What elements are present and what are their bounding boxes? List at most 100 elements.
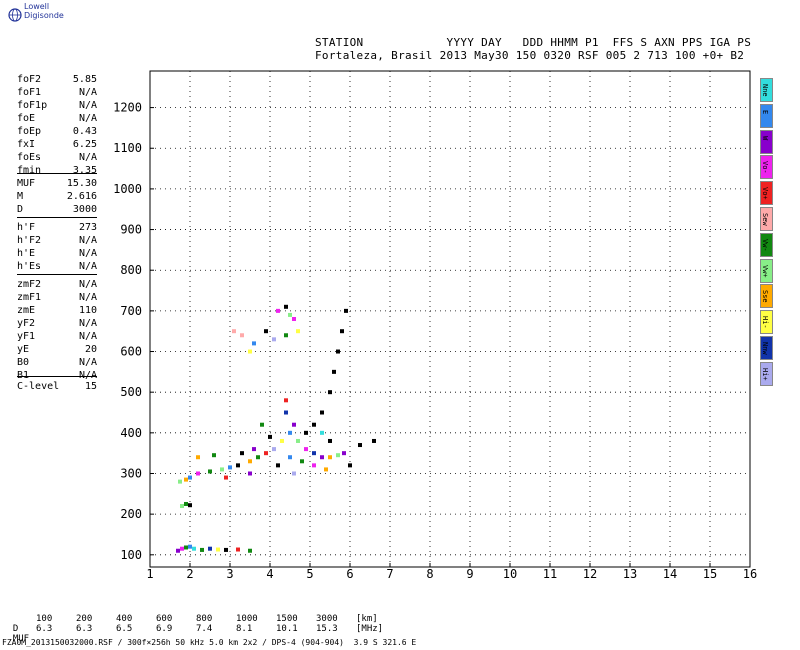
param-key: zmE: [17, 305, 36, 316]
scatter-point: [320, 430, 324, 435]
scatter-point: [312, 422, 316, 427]
y-tick-label: 500: [120, 385, 142, 399]
scatter-point: [264, 451, 268, 456]
param-divider: [17, 173, 97, 174]
scatter-point: [196, 455, 200, 460]
scatter-point: [304, 430, 308, 435]
param-value: N/A: [78, 152, 97, 163]
scatter-point: [180, 546, 184, 551]
scatter-point: [284, 333, 288, 338]
param-value: N/A: [78, 318, 97, 329]
logo-text: Lowell Digisonde: [24, 2, 64, 20]
scatter-point: [292, 422, 296, 427]
scatter-point: [176, 548, 180, 553]
param-key: zmF1: [17, 292, 42, 303]
scatter-point: [228, 465, 232, 470]
param-key: foEp: [17, 126, 42, 137]
param-value: 20: [84, 344, 97, 355]
footer-muf-value: 6.3: [76, 624, 93, 634]
scatter-point: [208, 469, 212, 474]
param-key: foF2: [17, 74, 42, 85]
footer-d-value: 600: [156, 614, 173, 624]
x-tick-label: 13: [623, 567, 637, 581]
legend-item-w: W: [760, 129, 773, 154]
footer-d-value: 1500: [276, 614, 298, 624]
param-key: foEs: [17, 152, 42, 163]
ionogram-chart: 1 2 3 4 5 6 7 8 9 10 11 12 13 14 15 1610020030040050060…: [113, 70, 757, 581]
param-key: B1: [17, 370, 30, 381]
scatter-point: [340, 329, 344, 334]
param-key: fmin: [17, 165, 42, 176]
scatter-point: [240, 451, 244, 456]
footer-muf-row: MUF: [2, 624, 29, 644]
footer-file-line: FZA0M_2013150032000.RSF / 300f×256h 50 k…: [2, 638, 417, 647]
scatter-point: [216, 547, 220, 552]
scatter-point: [184, 501, 188, 506]
scatter-point: [248, 459, 252, 464]
scatter-point: [188, 475, 192, 480]
legend-item-e: E: [760, 103, 773, 128]
param-key: C-level: [17, 381, 60, 392]
param-value: 6.25: [72, 139, 97, 150]
scatter-point: [292, 471, 296, 476]
scatter-point: [188, 544, 192, 549]
param-key: h'F2: [17, 235, 42, 246]
scatter-point: [236, 463, 240, 468]
scatter-point: [292, 317, 296, 321]
x-tick-label: 15: [703, 567, 717, 581]
param-value: 2.616: [66, 191, 97, 202]
scatter-point: [328, 438, 332, 443]
scatter-point: [248, 349, 252, 354]
y-tick-label: 400: [120, 426, 142, 440]
scatter-point: [248, 548, 252, 553]
scatter-point: [358, 443, 362, 448]
param-key: foE: [17, 113, 36, 124]
legend-item-sse: Sse: [760, 284, 773, 309]
scatter-point: [268, 434, 272, 439]
scatter-point: [252, 447, 256, 452]
x-tick-label: 9: [466, 567, 473, 581]
scatter-point: [192, 546, 196, 551]
y-tick-label: 200: [120, 507, 142, 521]
x-tick-label: 1: [146, 567, 153, 581]
param-value: N/A: [78, 370, 97, 381]
scatter-point: [328, 455, 332, 460]
x-tick-label: 7: [386, 567, 393, 581]
scatter-point: [256, 455, 260, 460]
footer-d-value: 100: [36, 614, 53, 624]
scatter-point: [196, 471, 200, 476]
scatter-point: [184, 477, 188, 482]
scatter-point: [344, 308, 348, 313]
scatter-point: [304, 447, 308, 452]
scatter-point: [264, 329, 268, 334]
footer-muf-value: 6.3: [36, 624, 53, 634]
param-value: N/A: [78, 113, 97, 124]
y-tick-label: 1000: [113, 182, 142, 196]
footer-muf-value: 8.1: [236, 624, 253, 634]
scatter-point: [296, 329, 300, 334]
scatter-point: [336, 453, 340, 458]
scatter-point: [248, 471, 252, 476]
param-value: 110: [78, 305, 97, 316]
param-value: 273: [78, 222, 97, 233]
param-divider: [17, 376, 97, 377]
scatter-point: [232, 329, 236, 334]
x-tick-label: 10: [503, 567, 517, 581]
param-key: yF1: [17, 331, 36, 342]
footer-muf-value: [MHz]: [356, 624, 384, 634]
y-tick-label: 600: [120, 345, 142, 359]
y-tick-label: 100: [120, 548, 142, 562]
param-key: B0: [17, 357, 30, 368]
footer-d-value: 400: [116, 614, 133, 624]
scatter-point: [224, 475, 228, 480]
x-tick-label: 5: [306, 567, 313, 581]
scatter-point: [276, 463, 280, 468]
plot-frame: [149, 70, 751, 568]
scatter-point: [260, 422, 264, 427]
scatter-point: [300, 459, 304, 464]
scatter-point: [296, 438, 300, 443]
scatter-point: [188, 503, 192, 508]
legend-item-vo-: Vo-: [760, 155, 773, 180]
scatter-point: [288, 430, 292, 435]
param-divider: [17, 274, 97, 275]
